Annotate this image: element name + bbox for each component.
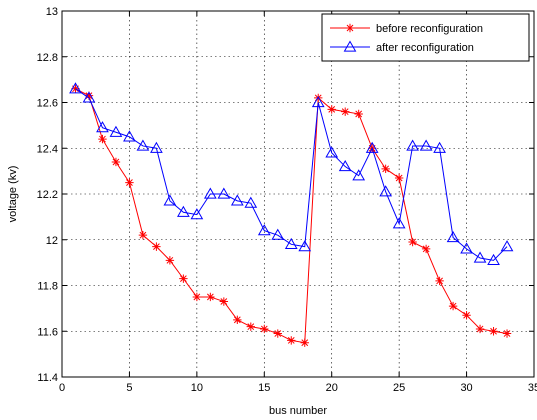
y-tick-label: 12.2 xyxy=(37,189,58,201)
data-point-star xyxy=(341,107,350,116)
data-point-star xyxy=(475,324,485,334)
data-point-star xyxy=(327,105,336,114)
data-point-triangle xyxy=(109,125,123,137)
data-point-star xyxy=(165,256,175,265)
data-point-star xyxy=(448,301,458,311)
data-point-triangle xyxy=(257,224,271,236)
legend-box xyxy=(321,13,530,62)
legend-label: before reconfiguration xyxy=(376,23,483,35)
y-tick-label: 12 xyxy=(46,235,58,247)
data-point-triangle xyxy=(271,228,285,240)
data-point-triangle xyxy=(69,82,82,94)
data-point-triangle xyxy=(433,141,446,153)
legend-item: after reconfiguration xyxy=(330,40,474,54)
data-point-star xyxy=(233,315,242,325)
data-point-triangle xyxy=(473,251,487,263)
data-point-triangle xyxy=(203,187,217,199)
data-point-star xyxy=(179,274,188,283)
data-point-star xyxy=(152,242,161,251)
x-tick-label: 0 xyxy=(59,382,65,394)
data-point-star xyxy=(138,230,148,240)
data-point-triangle xyxy=(163,194,177,206)
data-point-star xyxy=(354,109,363,119)
series-before xyxy=(71,84,512,347)
series-line xyxy=(75,88,508,261)
series-after xyxy=(69,82,514,265)
y-tick-label: 11.4 xyxy=(37,372,58,384)
x-tick-label: 5 xyxy=(126,382,132,394)
data-point-star xyxy=(489,327,498,336)
data-point-triangle xyxy=(150,141,163,153)
data-point-triangle xyxy=(217,187,231,199)
x-tick-label: 35 xyxy=(528,382,537,394)
data-point-triangle xyxy=(123,130,136,142)
legend-star-marker xyxy=(345,23,355,33)
data-point-triangle xyxy=(96,121,109,133)
data-point-triangle xyxy=(487,253,500,265)
data-point-star xyxy=(71,84,80,93)
data-point-triangle xyxy=(338,160,352,172)
x-axis-label: bus number xyxy=(269,405,327,417)
data-point-triangle xyxy=(460,242,473,254)
y-axis-label: voltage (kv) xyxy=(7,166,19,223)
data-point-star xyxy=(98,134,107,144)
x-tick-label: 15 xyxy=(258,382,270,394)
data-point-star xyxy=(300,338,309,347)
data-point-triangle xyxy=(406,139,419,151)
data-point-triangle xyxy=(284,237,298,249)
y-tick-label: 12.4 xyxy=(37,143,58,155)
data-point-star xyxy=(192,292,202,302)
data-point-star xyxy=(381,164,390,174)
data-point-star xyxy=(260,324,269,334)
legend-item: before reconfiguration xyxy=(330,23,483,35)
data-point-triangle xyxy=(244,196,258,208)
data-point-star xyxy=(435,276,444,286)
data-point-star xyxy=(462,311,471,320)
data-point-triangle xyxy=(230,194,244,206)
data-point-star xyxy=(84,91,94,100)
data-point-star xyxy=(394,173,404,183)
data-point-triangle xyxy=(352,169,366,181)
data-point-star xyxy=(502,329,512,338)
legend: before reconfiguration after reconfigurat… xyxy=(321,13,530,62)
axis-ticks xyxy=(61,10,535,378)
legend-triangle-marker xyxy=(343,40,357,52)
y-tick-label: 11.6 xyxy=(37,326,58,338)
data-point-triangle xyxy=(136,139,150,151)
series-layer xyxy=(69,82,514,347)
data-point-star xyxy=(273,329,282,338)
data-point-star xyxy=(125,178,134,187)
data-point-triangle xyxy=(82,91,96,103)
tick-labels: 0 5 10 15 20 25 30 35 11.4 11.6 11.8 12 12.2 12.4 12.6… xyxy=(37,6,537,394)
plot-area xyxy=(62,11,534,377)
data-point-star xyxy=(246,322,255,331)
data-point-star xyxy=(287,336,296,345)
data-point-triangle xyxy=(190,208,204,220)
data-point-star xyxy=(421,244,431,254)
x-tick-label: 30 xyxy=(460,382,472,394)
data-point-triangle xyxy=(177,205,190,217)
data-point-triangle xyxy=(500,240,514,252)
legend-label: after reconfiguration xyxy=(376,42,474,54)
y-tick-label: 12.6 xyxy=(37,98,58,110)
y-tick-label: 11.8 xyxy=(37,281,58,293)
y-tick-label: 12.8 xyxy=(37,52,58,64)
data-point-triangle xyxy=(419,139,433,151)
x-tick-label: 25 xyxy=(393,382,405,394)
data-point-triangle xyxy=(392,217,406,229)
data-point-star xyxy=(206,292,215,302)
data-point-triangle xyxy=(446,230,460,243)
x-tick-label: 10 xyxy=(191,382,203,394)
data-point-triangle xyxy=(298,240,312,252)
data-point-star xyxy=(111,157,121,167)
data-point-triangle xyxy=(379,185,393,197)
y-tick-label: 13 xyxy=(46,6,58,18)
data-point-triangle xyxy=(325,146,339,158)
data-point-triangle xyxy=(365,141,379,153)
data-point-star xyxy=(408,237,417,247)
data-point-star xyxy=(219,297,229,306)
data-point-triangle xyxy=(311,95,325,108)
x-tick-label: 20 xyxy=(326,382,338,394)
